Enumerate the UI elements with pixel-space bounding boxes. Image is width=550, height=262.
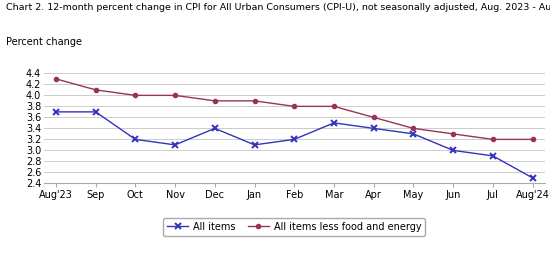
Text: Percent change: Percent change (6, 37, 81, 47)
Legend: All items, All items less food and energy: All items, All items less food and energ… (163, 218, 425, 236)
Text: Chart 2. 12-month percent change in CPI for All Urban Consumers (CPI-U), not sea: Chart 2. 12-month percent change in CPI … (6, 3, 550, 12)
